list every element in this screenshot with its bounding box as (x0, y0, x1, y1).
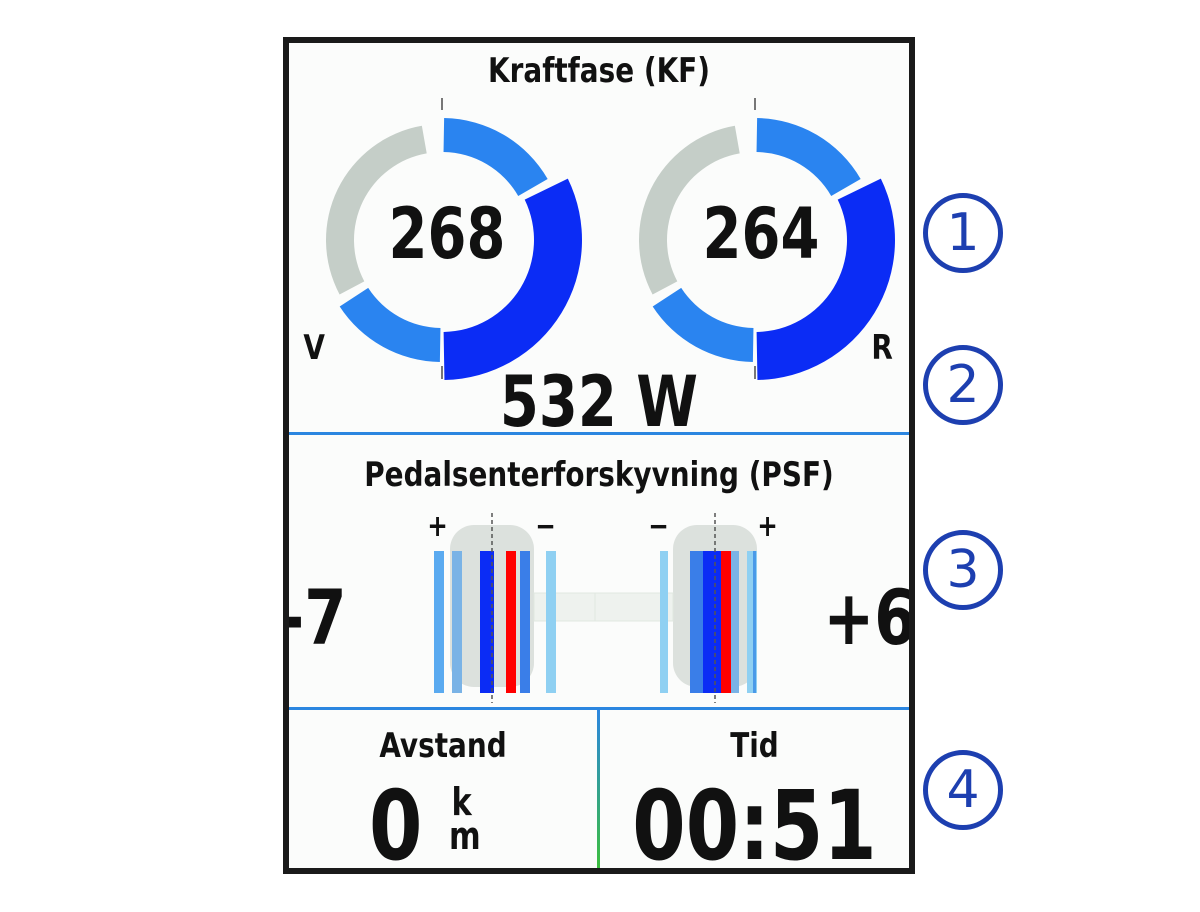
device-screen: Kraftfase (KF) 268 264 V R 532 W Pedalse… (283, 37, 915, 874)
left-minus-label: − (535, 509, 556, 544)
field-divider (597, 710, 600, 868)
pco-bar (690, 551, 704, 693)
callout-4: 4 (923, 750, 1003, 830)
power-phase-arc (756, 118, 861, 196)
power-phase-gauges (326, 98, 896, 380)
distance-field[interactable]: Avstand 0 k m (289, 710, 597, 868)
pco-bar (747, 551, 757, 693)
pco-bar (506, 551, 516, 693)
left-power-value: 268 (388, 193, 506, 275)
right-side-label: R (871, 328, 893, 368)
pco-bar (753, 551, 756, 693)
callout-3: 3 (923, 530, 1003, 610)
distance-value: 0 (369, 770, 423, 874)
left-pco-value: -7 (283, 573, 347, 662)
pco-title: Pedalsenterforskyvning (PSF) (364, 455, 834, 495)
power-phase-arc (652, 287, 754, 362)
pco-bar (703, 551, 721, 693)
pco-bar (546, 551, 556, 693)
pco-pedals (434, 513, 757, 703)
left-plus-label: + (427, 509, 448, 544)
gray-arc (639, 125, 740, 295)
pco-bar (452, 551, 462, 693)
right-plus-label: + (757, 509, 778, 544)
peak-power-phase-arc (443, 178, 582, 380)
right-power-phase-gauge (639, 98, 896, 380)
pco-bar (731, 551, 739, 693)
pco-bar (434, 551, 444, 693)
left-side-label: V (303, 328, 325, 368)
power-phase-arc (443, 118, 548, 196)
divider (289, 432, 909, 435)
right-pco-value: +6 (823, 573, 915, 662)
right-power-value: 264 (702, 193, 820, 275)
peak-power-phase-arc (756, 178, 896, 380)
time-label: Tid (730, 726, 779, 766)
divider (289, 707, 909, 710)
callout-1: 1 (923, 193, 1003, 273)
distance-unit-bottom: m (448, 814, 481, 858)
power-phase-title: Kraftfase (KF) (488, 51, 710, 91)
left-power-phase-gauge (326, 98, 582, 380)
power-phase-arc (339, 287, 441, 362)
left-pedal-graphic (434, 513, 613, 703)
gray-arc (326, 125, 427, 295)
right-pedal-graphic (594, 513, 757, 703)
distance-unit-top: k (451, 780, 472, 824)
pco-bar (660, 551, 668, 693)
pco-bar (480, 551, 494, 693)
right-minus-label: − (648, 509, 669, 544)
time-field[interactable]: Tid 00:51 (600, 710, 909, 868)
total-power-value: 532 W (499, 361, 699, 443)
callout-2: 2 (923, 345, 1003, 425)
distance-label: Avstand (379, 726, 507, 766)
pco-bar (520, 551, 530, 693)
pco-bar (721, 551, 731, 693)
time-value: 00:51 (632, 770, 877, 874)
